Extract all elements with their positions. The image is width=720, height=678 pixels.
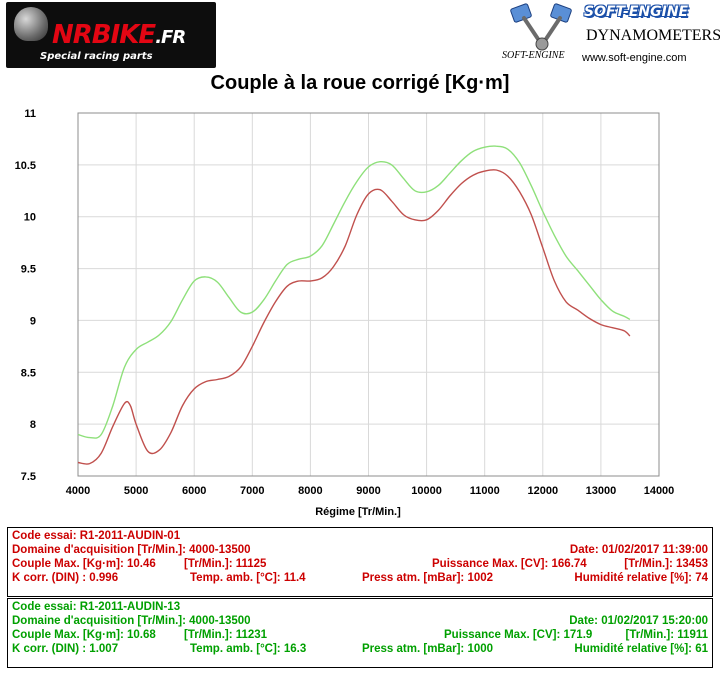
run-kcorr: K corr. (DIN) : 0.996 [12,572,119,584]
nrbike-logo: NRBIKE.FR Special racing parts [6,2,216,68]
run-temp: Temp. amb. [°C]: 11.4 [190,572,306,584]
series-line-2 [77,145,631,439]
run-kcorr: K corr. (DIN) : 1.007 [12,643,119,655]
axes: 4000 5000 6000 7000 8000 9000 10000 11000 12000 1… [15,108,675,497]
run-domaine: Domaine d'acquisition [Tr/Min.]: 4000-13… [12,615,251,627]
y-tick-label: 9 [30,315,36,327]
pistons-icon [510,3,572,51]
run-couple-rpm: [Tr/Min.]: 11125 [184,558,267,570]
run-date: Date: 01/02/2017 11:39:00 [569,544,708,556]
x-tick-label: 7000 [240,485,264,497]
series-lines [77,145,631,465]
run-domaine: Domaine d'acquisition [Tr/Min.]: 4000-13… [12,544,251,556]
x-tick-label: 11000 [470,485,500,497]
run-puissance-rpm: [Tr/Min.]: 13453 [624,558,708,570]
nrbike-brand-name: NRBIKE [52,20,156,50]
helmet-icon [14,7,48,41]
grid [77,112,660,477]
x-tick-label: 9000 [356,485,380,497]
run-date: Date: 01/02/2017 15:20:00 [569,615,708,627]
run-press: Press atm. [mBar]: 1000 [362,643,494,655]
x-tick-label: 4000 [66,485,90,497]
soft-engine-small-mark: SOFT-ENGINE [502,50,565,61]
run-code: Code essai: R1-2011-AUDIN-13 [12,601,181,613]
run-temp: Temp. amb. [°C]: 16.3 [190,643,307,655]
run-puissance-rpm: [Tr/Min.]: 11911 [625,629,708,641]
x-tick-label: 10000 [411,485,442,497]
nrbike-brand: NRBIKE.FR [52,20,186,50]
series-line-1 [77,169,631,465]
x-tick-label: 13000 [586,485,617,497]
x-tick-label: 6000 [182,485,206,497]
x-tick-label: 5000 [124,485,148,497]
run-humid: Humidité relative [%]: 61 [574,643,708,655]
y-tick-label: 10 [24,212,36,224]
run-humid: Humidité relative [%]: 74 [574,572,708,584]
y-tick-label: 10.5 [15,160,36,172]
soft-engine-url: www.soft-engine.com [582,52,687,64]
y-tick-label: 7.5 [21,471,36,483]
run-couple-max: Couple Max. [Kg·m]: 10.68 [12,629,156,641]
nrbike-tagline: Special racing parts [40,51,153,62]
x-tick-label: 8000 [298,485,322,497]
chart-title: Couple à la roue corrigé [Kg·m] [210,72,510,94]
nrbike-brand-suffix: .FR [155,27,186,48]
run-puissance-max: Puissance Max. [CV]: 171.9 [444,629,593,641]
y-tick-label: 11 [24,108,36,120]
run-couple-max: Couple Max. [Kg·m]: 10.46 [12,558,156,570]
run-press: Press atm. [mBar]: 1002 [362,572,494,584]
x-tick-label: 14000 [644,485,675,497]
y-tick-label: 8.5 [21,367,36,379]
x-tick-label: 12000 [528,485,559,497]
soft-engine-product: DYNAMOMETERS [586,27,720,44]
run-puissance-max: Puissance Max. [CV]: 166.74 [432,558,587,570]
run-info-box-2: Code essai: R1-2011-AUDIN-13 Domaine d'a… [7,598,713,668]
soft-engine-brand: SOFT-ENGINE [584,4,689,20]
run-couple-rpm: [Tr/Min.]: 11231 [184,629,268,641]
x-axis-label: Régime [Tr/Min.] [315,506,401,518]
torque-chart: 4000 5000 6000 7000 8000 9000 10000 11000 12000 1… [15,108,675,518]
plot-border [77,112,660,477]
run-code: Code essai: R1-2011-AUDIN-01 [12,530,181,542]
y-tick-label: 9.5 [21,264,36,276]
y-tick-label: 8 [30,419,36,431]
soft-engine-logo: SOFT-ENGINE DYNAMOMETERS SOFT-ENGINE www… [498,0,720,70]
run-info-box-1: Code essai: R1-2011-AUDIN-01 Domaine d'a… [7,527,713,597]
